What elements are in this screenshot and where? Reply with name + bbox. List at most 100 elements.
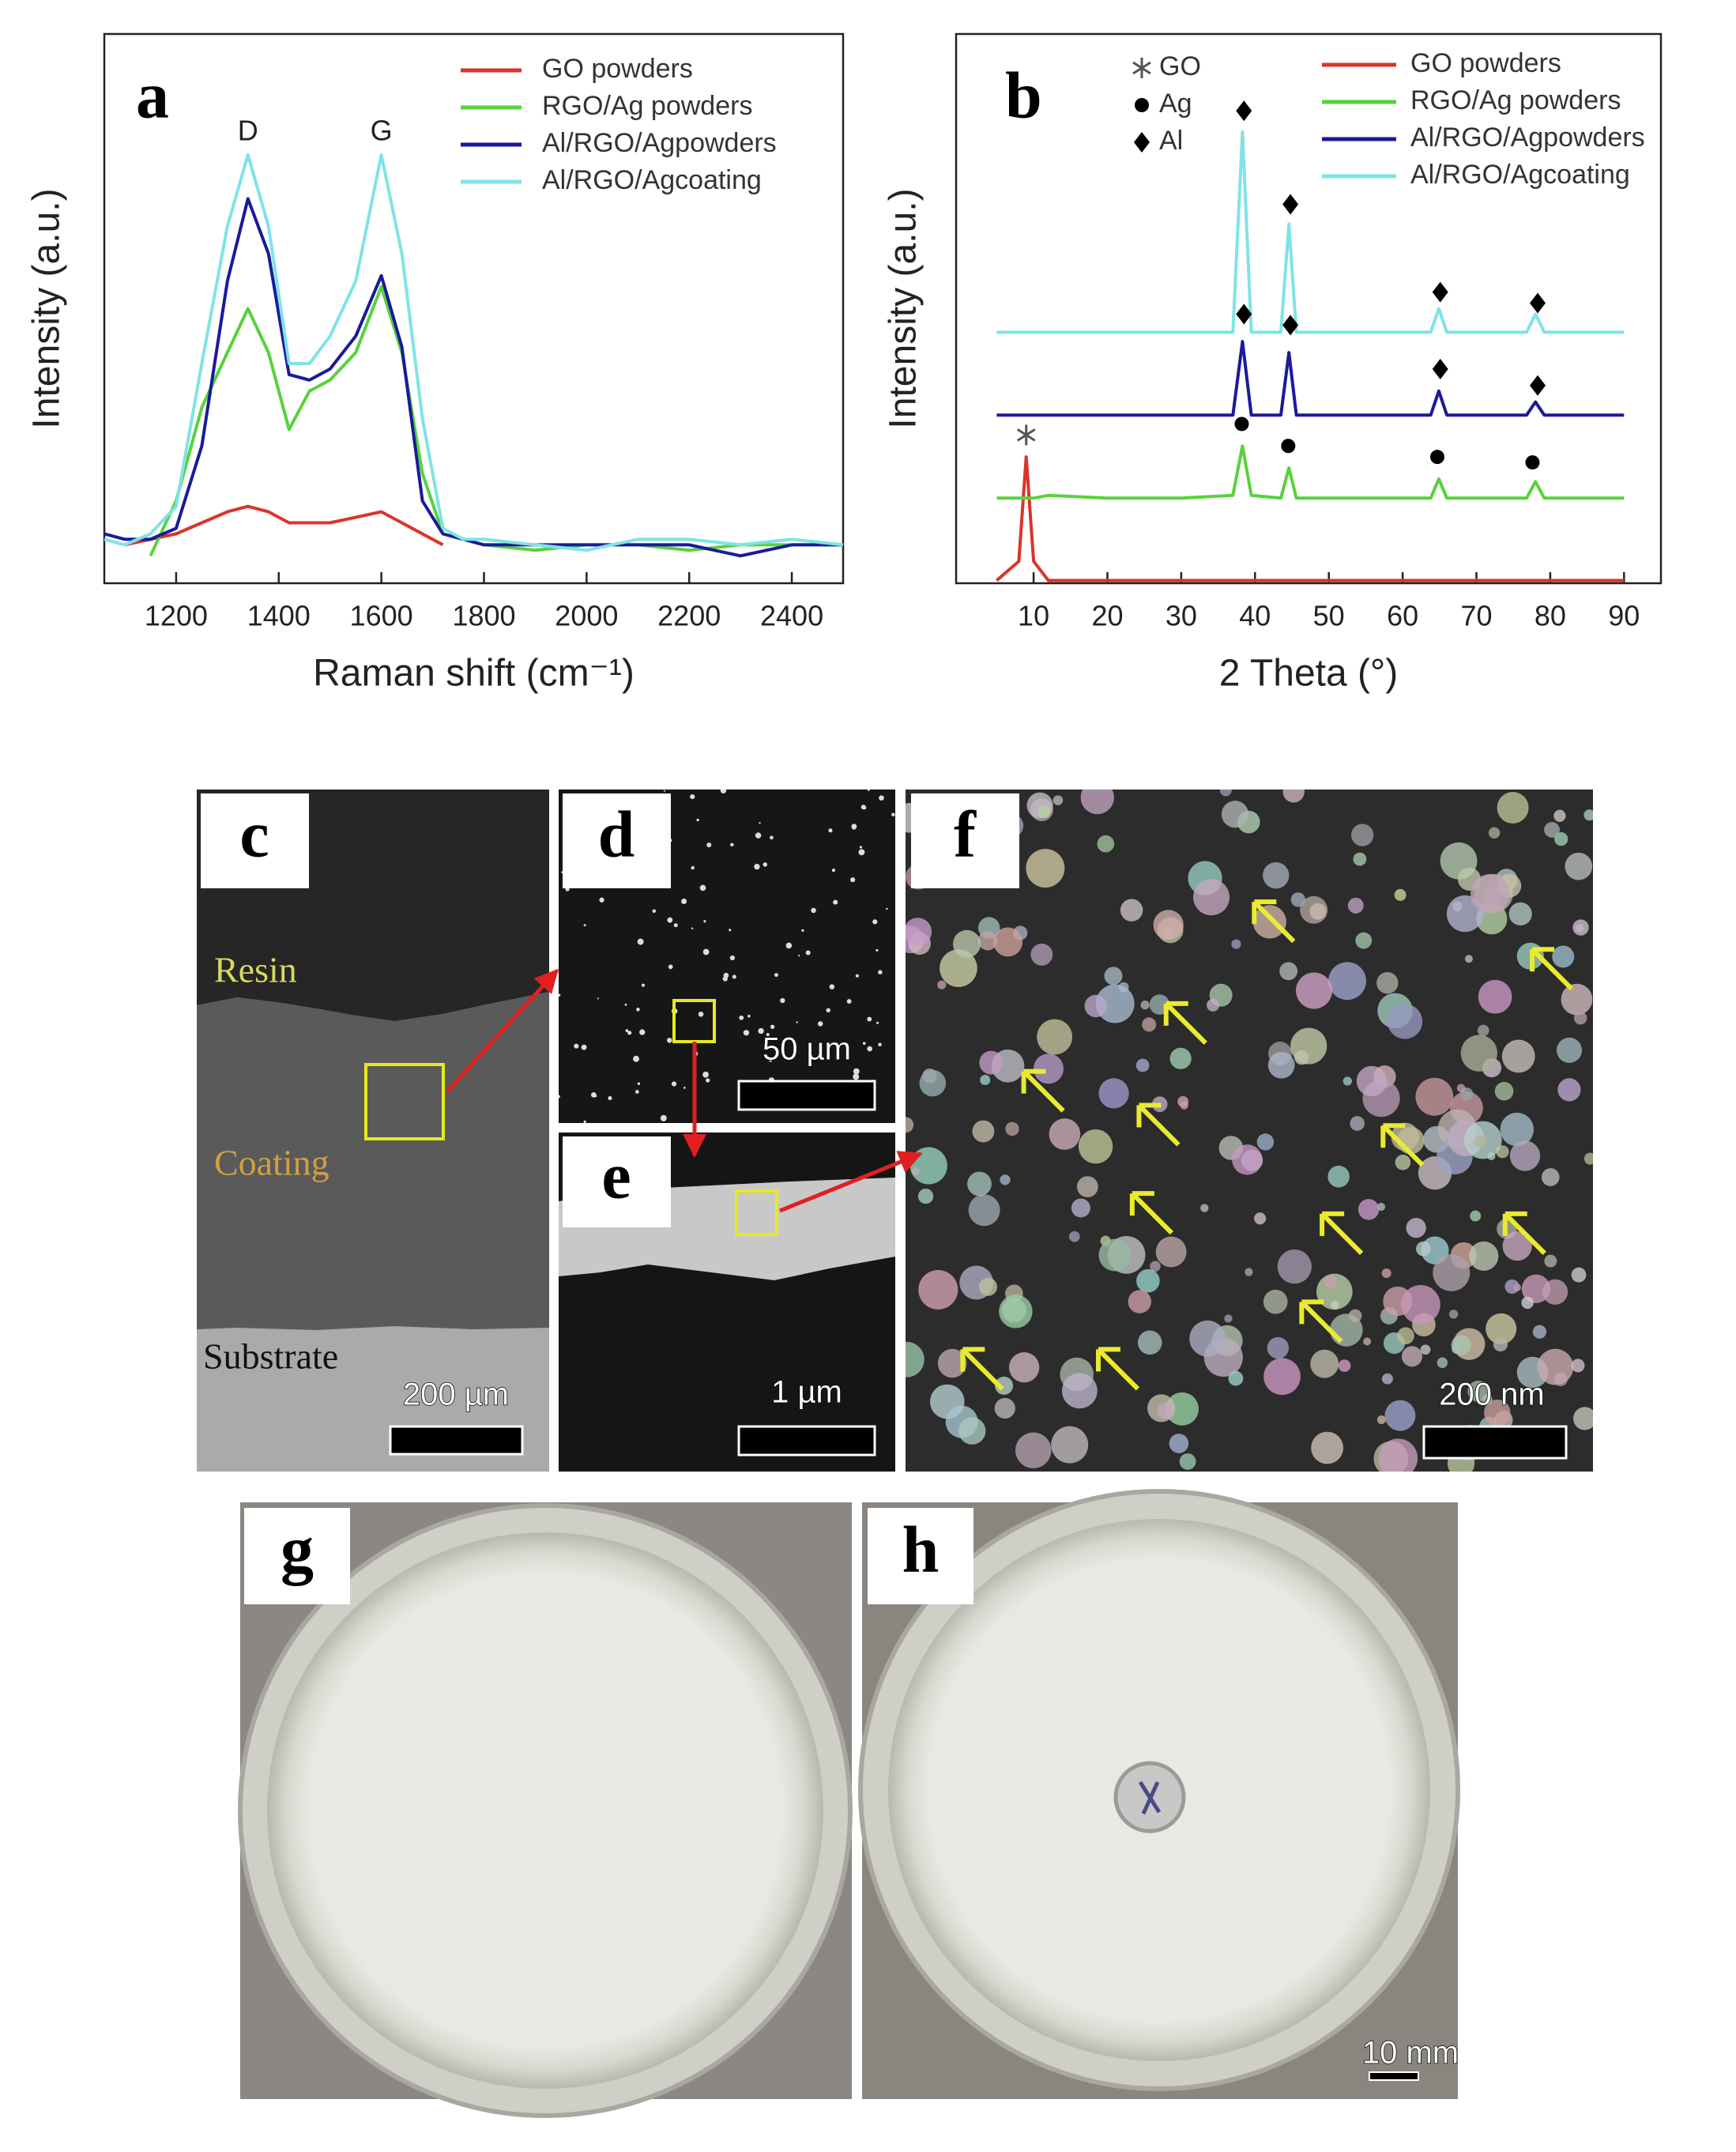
nanoparticle: [1180, 1101, 1188, 1110]
nanoparticle: [1532, 1325, 1546, 1339]
nanoparticle: [972, 1120, 995, 1143]
panel-label-box: [201, 793, 309, 888]
nanoparticle: [1169, 1434, 1189, 1453]
nanoparticle: [1552, 945, 1575, 968]
speck: [770, 1024, 775, 1029]
pointer-arrow: [1095, 1347, 1140, 1391]
nanoparticle: [1200, 1204, 1209, 1212]
series-line: [996, 130, 1625, 334]
nanoparticle: [1296, 972, 1333, 1009]
speck: [798, 955, 800, 957]
scale-bar: [737, 1425, 876, 1457]
panel-label-box: [911, 793, 1019, 888]
speck: [876, 948, 879, 952]
nanoparticle: [1488, 827, 1501, 839]
nanoparticle: [1477, 1024, 1489, 1037]
nanoparticle: [1469, 1241, 1499, 1271]
pointer-arrow: [1021, 1068, 1065, 1113]
speck: [766, 1033, 770, 1037]
speck: [590, 1091, 597, 1098]
nanoparticle: [1015, 1432, 1052, 1468]
scale-bar: [389, 1425, 524, 1456]
nanoparticle: [1556, 1037, 1583, 1063]
nanoparticle: [1501, 1039, 1535, 1073]
pointer-arrow: [1163, 1001, 1207, 1045]
speck: [732, 974, 736, 979]
nanoparticle: [1451, 1335, 1471, 1355]
zoom-arrows: [446, 968, 923, 1213]
speck: [826, 1008, 830, 1013]
x-tick-label: 1600: [350, 600, 413, 632]
x-tick-label: 1200: [145, 600, 208, 632]
speck: [769, 1059, 772, 1062]
panel-label: h: [902, 1513, 940, 1586]
scale-bar: [1422, 1425, 1568, 1460]
nanoparticle: [1263, 1358, 1301, 1396]
phase-marker: [1135, 98, 1149, 112]
phase-marker: [1525, 455, 1540, 470]
nanoparticle: [1179, 1453, 1196, 1470]
nanoparticle: [1358, 1199, 1380, 1220]
phase-marker: [1432, 281, 1448, 303]
nanoparticle: [1573, 1407, 1593, 1430]
series-line: [124, 504, 444, 547]
nanoparticle: [1084, 994, 1107, 1018]
nanoparticle: [1267, 1051, 1295, 1079]
nanoparticle: [1415, 1077, 1454, 1116]
speck: [796, 1021, 798, 1023]
x-tick-label: 40: [1239, 600, 1271, 632]
nanoparticle: [1509, 1140, 1541, 1171]
speck: [774, 973, 778, 978]
nanoparticle: [1406, 1218, 1426, 1238]
speck: [833, 899, 838, 905]
x-tick-label: 20: [1091, 600, 1123, 632]
speck: [625, 1029, 629, 1032]
speck: [867, 1016, 872, 1022]
phase-marker: [1530, 292, 1546, 314]
speck: [867, 790, 870, 791]
nanoparticle: [1005, 1121, 1019, 1136]
panel-h: h 10 mm: [858, 1489, 1460, 2099]
nanoparticle: [1537, 1348, 1574, 1385]
nanoparticle: [1207, 998, 1220, 1012]
speck: [858, 849, 865, 856]
speck: [722, 976, 728, 982]
panel-label-box: [244, 1508, 350, 1604]
nanoparticle: [1420, 1344, 1431, 1355]
speck: [878, 970, 883, 974]
nanoparticle: [1338, 1359, 1351, 1372]
phase-marker: [1134, 132, 1150, 153]
nanoparticle: [1474, 1135, 1488, 1148]
panel-d: d 50 µm: [559, 790, 895, 1123]
nanoparticle: [1080, 790, 1114, 815]
speck: [859, 846, 863, 849]
y-axis-title: Intensity (a.u.): [883, 188, 924, 428]
scale-label: 200 nm: [1439, 1378, 1544, 1412]
phase-marker: [1016, 424, 1036, 446]
series-line: [104, 197, 843, 558]
speck: [872, 919, 878, 925]
speck: [639, 1029, 646, 1035]
nanoparticle: [1482, 1394, 1493, 1405]
nanoparticle: [1294, 1050, 1309, 1065]
nanoparticle: [1448, 1310, 1459, 1319]
nanoparticle: [1350, 823, 1374, 846]
pointer-arrow: [1129, 1191, 1173, 1235]
nanoparticle: [1512, 1283, 1521, 1292]
nanoparticle: [1071, 1198, 1090, 1218]
nanoparticle: [1381, 1268, 1391, 1279]
speck: [763, 862, 767, 867]
panel-label: c: [239, 797, 269, 871]
nanoparticle: [1376, 1415, 1386, 1424]
series-line: [996, 444, 1625, 500]
nanoparticle: [1224, 1314, 1233, 1323]
panel-label-box: [868, 1508, 973, 1604]
speck: [559, 1095, 560, 1099]
speck: [696, 818, 699, 822]
phase-marker: [1236, 303, 1252, 325]
nanoparticle: [977, 931, 998, 951]
nanoparticle: [1437, 1357, 1448, 1368]
pointer-arrow: [1502, 1211, 1546, 1255]
nanoparticle: [995, 1376, 1014, 1395]
